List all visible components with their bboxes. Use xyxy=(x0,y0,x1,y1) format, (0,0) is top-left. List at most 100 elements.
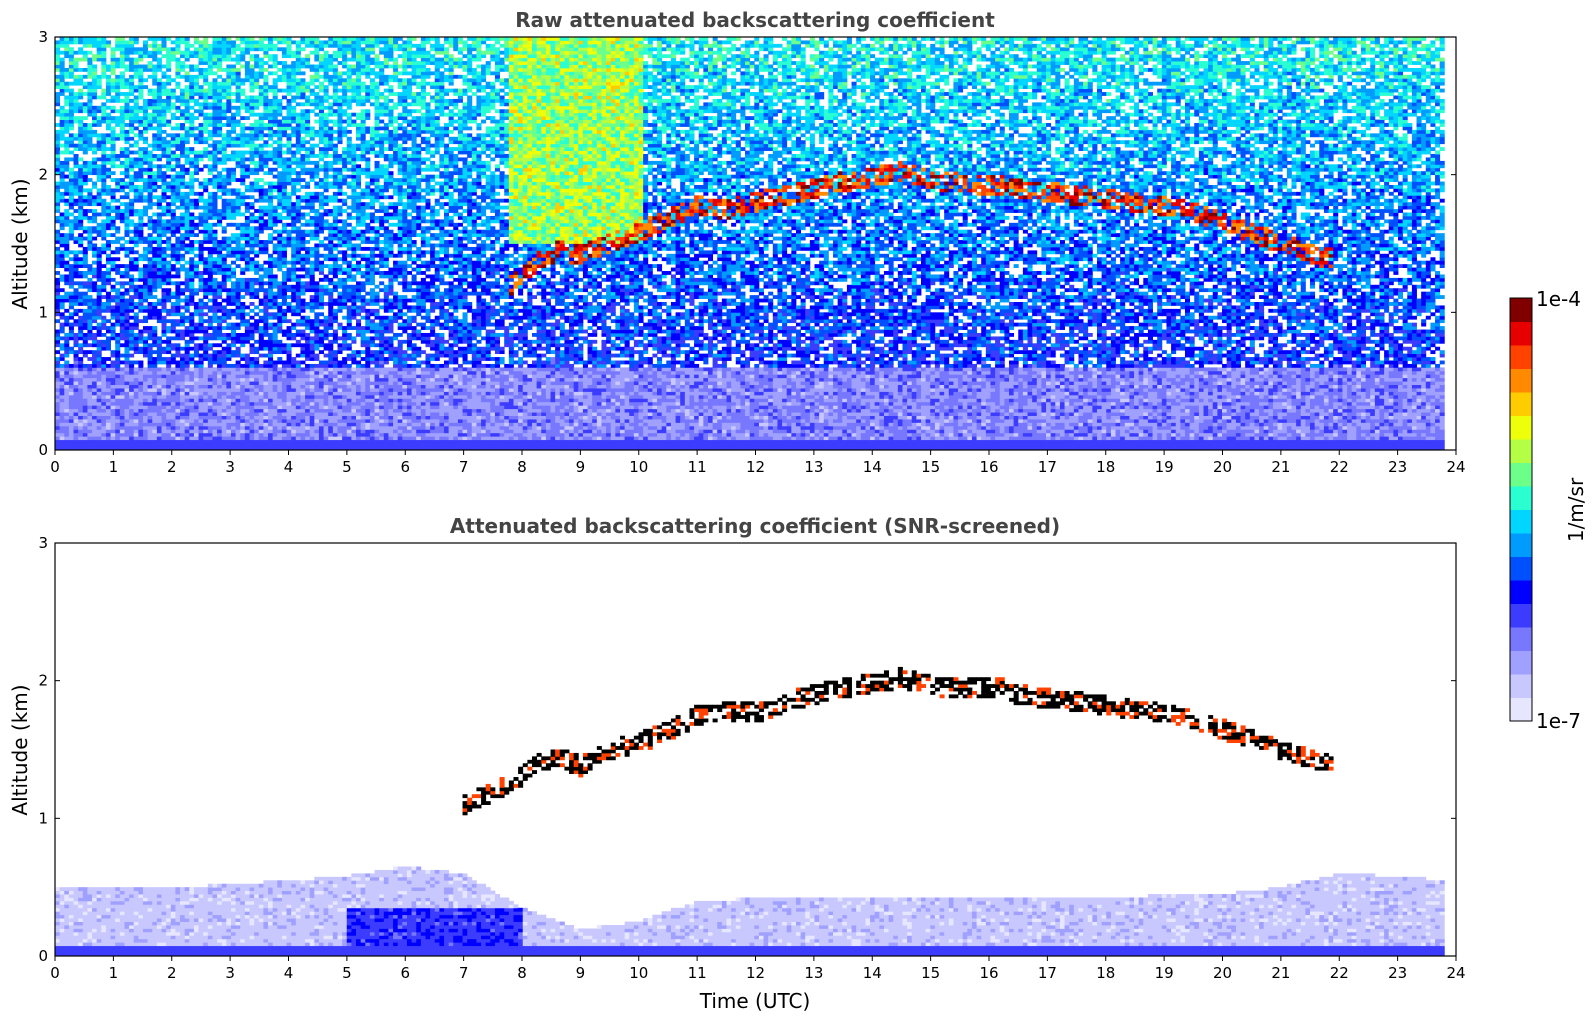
heatmap-cell xyxy=(101,161,106,165)
heatmap-cell xyxy=(60,40,65,44)
heatmap-cell xyxy=(111,288,116,292)
heatmap-cell xyxy=(55,164,60,168)
heatmap-cell xyxy=(60,113,65,117)
heatmap-cell xyxy=(106,357,111,361)
heatmap-cell xyxy=(92,219,97,223)
heatmap-cell xyxy=(55,292,60,296)
heatmap-cell xyxy=(69,330,74,334)
heatmap-cell xyxy=(101,319,106,323)
heatmap-cell xyxy=(106,240,111,244)
heatmap-cell xyxy=(69,151,74,155)
heatmap-cell xyxy=(60,398,65,402)
heatmap-cell xyxy=(106,123,111,127)
heatmap-cell xyxy=(101,192,106,196)
heatmap-cell xyxy=(83,302,88,306)
heatmap-cell xyxy=(83,274,88,278)
heatmap-cell xyxy=(111,419,116,423)
heatmap-cell xyxy=(87,264,92,268)
heatmap-cell xyxy=(101,367,106,371)
heatmap-cell xyxy=(55,426,60,430)
heatmap-cell xyxy=(97,116,102,120)
heatmap-cell xyxy=(115,188,120,192)
heatmap-cell xyxy=(115,206,120,210)
heatmap-cell xyxy=(55,412,60,416)
heatmap-cell xyxy=(74,261,79,265)
heatmap-cell xyxy=(78,192,83,196)
heatmap-cell xyxy=(101,378,106,382)
heatmap-cell xyxy=(83,130,88,134)
heatmap-cell xyxy=(97,226,102,230)
heatmap-cell xyxy=(97,350,102,354)
heatmap-cell xyxy=(83,385,88,389)
heatmap-cell xyxy=(97,40,102,44)
heatmap-cell xyxy=(97,326,102,330)
heatmap-cell xyxy=(78,82,83,86)
heatmap-cell xyxy=(111,116,116,120)
heatmap-cell xyxy=(115,216,120,220)
heatmap-cell xyxy=(111,268,116,272)
heatmap-cell xyxy=(101,140,106,144)
heatmap-cell xyxy=(111,364,116,368)
heatmap-cell xyxy=(92,367,97,371)
heatmap-cell xyxy=(55,99,60,103)
heatmap-cell xyxy=(97,354,102,358)
heatmap-cell xyxy=(69,47,74,51)
heatmap-cell xyxy=(64,130,69,134)
heatmap-cell xyxy=(69,323,74,327)
heatmap-cell xyxy=(87,371,92,375)
heatmap-cell xyxy=(106,412,111,416)
heatmap-cell xyxy=(115,288,120,292)
heatmap-cell xyxy=(60,130,65,134)
heatmap-cell xyxy=(101,164,106,168)
heatmap-cell xyxy=(97,357,102,361)
heatmap-cell xyxy=(106,89,111,93)
heatmap-cell xyxy=(64,68,69,72)
heatmap-cell xyxy=(115,281,120,285)
heatmap-cell xyxy=(111,426,116,430)
heatmap-cell xyxy=(78,126,83,130)
heatmap-cell xyxy=(64,51,69,55)
heatmap-cell xyxy=(101,188,106,192)
heatmap-cell xyxy=(97,157,102,161)
heatmap-cell xyxy=(64,157,69,161)
heatmap-cell xyxy=(64,436,69,440)
heatmap-cell xyxy=(101,416,106,420)
heatmap-cell xyxy=(106,436,111,440)
heatmap-cell xyxy=(97,433,102,437)
heatmap-cell xyxy=(92,340,97,344)
heatmap-cell xyxy=(111,216,116,220)
heatmap-cell xyxy=(60,278,65,282)
heatmap-cell xyxy=(64,199,69,203)
heatmap-cell xyxy=(60,405,65,409)
heatmap-cell xyxy=(69,185,74,189)
heatmap-cell xyxy=(60,65,65,69)
heatmap-cell xyxy=(97,54,102,58)
heatmap-cell xyxy=(92,85,97,89)
heatmap-cell xyxy=(78,157,83,161)
heatmap-cell xyxy=(87,99,92,103)
heatmap-cell xyxy=(106,374,111,378)
heatmap-cell xyxy=(111,206,116,210)
heatmap-cell xyxy=(115,133,120,137)
heatmap-cell xyxy=(69,347,74,351)
heatmap-cell xyxy=(83,436,88,440)
heatmap-cell xyxy=(69,336,74,340)
heatmap-cell xyxy=(97,409,102,413)
heatmap-cell xyxy=(69,92,74,96)
heatmap-cell xyxy=(92,274,97,278)
heatmap-cell xyxy=(83,381,88,385)
heatmap-cell xyxy=(55,391,60,395)
heatmap-cell xyxy=(115,271,120,275)
heatmap-cell xyxy=(69,102,74,106)
heatmap-cell xyxy=(55,123,60,127)
heatmap-cell xyxy=(78,182,83,186)
heatmap-cell xyxy=(97,378,102,382)
heatmap-cell xyxy=(115,350,120,354)
heatmap-cell xyxy=(83,109,88,113)
heatmap-cell xyxy=(115,44,120,48)
heatmap-cell xyxy=(55,343,60,347)
heatmap-cell xyxy=(83,85,88,89)
heatmap-cell xyxy=(115,295,120,299)
heatmap-cell xyxy=(55,330,60,334)
heatmap-cell xyxy=(64,333,69,337)
